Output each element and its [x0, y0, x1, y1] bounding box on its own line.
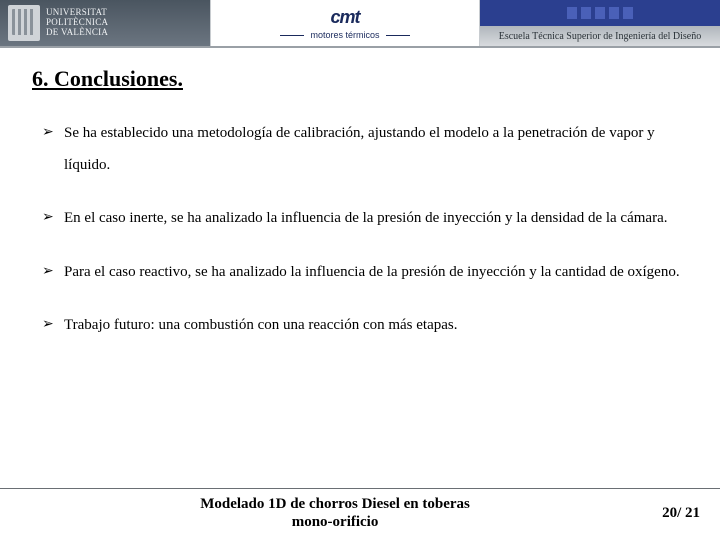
slide-header: UNIVERSITAT POLITÈCNICA DE VALÈNCIA cmt …: [0, 0, 720, 48]
etsid-logo-block: Escuela Técnica Superior de Ingeniería d…: [480, 0, 720, 46]
cmt-subtitle: motores térmicos: [280, 30, 409, 40]
footer-title: Modelado 1D de chorros Diesel en toberas…: [20, 495, 650, 533]
bullet-item: Trabajo futuro: una combustión con una r…: [42, 310, 688, 342]
slide-footer: Modelado 1D de chorros Diesel en toberas…: [0, 488, 720, 540]
upv-crest-icon: [8, 5, 40, 41]
etsid-label: Escuela Técnica Superior de Ingeniería d…: [499, 31, 702, 42]
footer-title-line: mono-orificio: [292, 514, 379, 530]
bullet-item: Para el caso reactivo, se ha analizado l…: [42, 257, 688, 289]
page-number: 20/ 21: [650, 505, 700, 522]
bullet-item: En el caso inerte, se ha analizado la in…: [42, 203, 688, 235]
upv-text: UNIVERSITAT POLITÈCNICA DE VALÈNCIA: [46, 8, 108, 38]
bullet-item: Se ha establecido una metodología de cal…: [42, 118, 688, 181]
etsid-blocks-icon: [480, 0, 720, 26]
slide-body: 6. Conclusiones. Se ha establecido una m…: [0, 48, 720, 342]
upv-line: DE VALÈNCIA: [46, 28, 108, 38]
footer-title-line: Modelado 1D de chorros Diesel en toberas: [200, 496, 470, 512]
etsid-label-wrap: Escuela Técnica Superior de Ingeniería d…: [480, 26, 720, 46]
upv-logo-block: UNIVERSITAT POLITÈCNICA DE VALÈNCIA: [0, 0, 210, 46]
slide-title: 6. Conclusiones.: [32, 66, 688, 92]
cmt-logo-text: cmt: [330, 7, 359, 28]
cmt-logo-block: cmt motores térmicos: [210, 0, 480, 46]
bullet-list: Se ha establecido una metodología de cal…: [32, 118, 688, 342]
